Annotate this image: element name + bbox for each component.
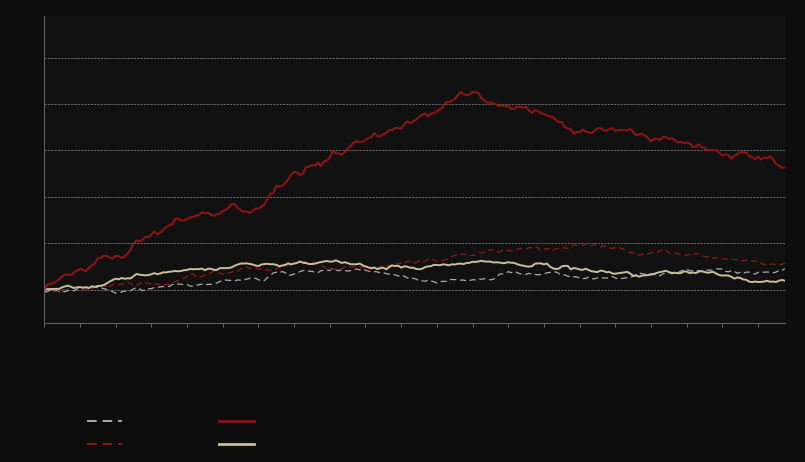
Legend: , , , : , , ,: [87, 415, 258, 451]
